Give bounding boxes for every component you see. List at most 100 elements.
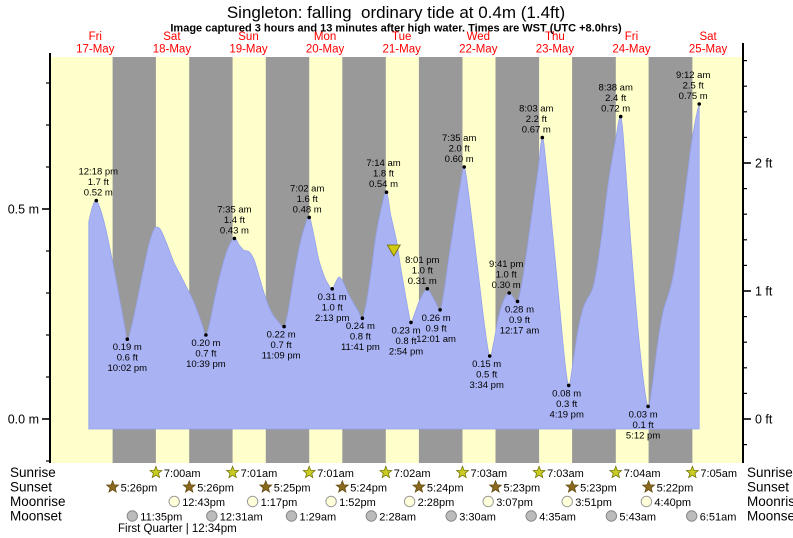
tide-event-label: 0.23 m — [391, 325, 420, 336]
day-label: Fri — [625, 31, 638, 43]
moonset-icon — [686, 510, 698, 522]
day-date-label: 22-May — [459, 44, 498, 56]
sunrise-time: 7:04am — [624, 468, 661, 480]
sunrise-time: 7:00am — [164, 468, 201, 480]
sunset-time: 5:24pm — [350, 483, 387, 495]
sunrise-time: 7:01am — [241, 468, 278, 480]
almanac-row-label-left: Sunset — [10, 480, 52, 495]
tide-event-dot — [507, 291, 512, 295]
tide-event-label: 0.5 ft — [476, 370, 497, 381]
tide-event-label: 11:41 pm — [341, 342, 380, 353]
moon-phase-label: First Quarter | 12:34pm — [118, 523, 237, 535]
tide-event-label: 2.4 ft — [605, 93, 626, 104]
day-date-label: 20-May — [306, 44, 345, 56]
tide-event-dot — [232, 236, 237, 241]
tide-event-label: 1.7 ft — [88, 177, 109, 188]
sunset-star-icon — [182, 479, 197, 493]
right-axis-label: 1 ft — [755, 285, 773, 299]
moonset-icon — [285, 510, 298, 522]
tide-event-dot — [425, 287, 430, 291]
tide-event-label: 0.15 m — [472, 359, 501, 370]
tide-event-label: 0.75 m — [679, 91, 708, 102]
moonrise-time: 2:28pm — [418, 497, 455, 509]
tide-event-label: 8:01 pm — [405, 255, 439, 266]
sunset-star-icon — [488, 479, 503, 493]
tide-event-label: 12:01 am — [416, 334, 456, 345]
sunrise-star-icon — [302, 465, 317, 479]
tide-event-label: 0.9 ft — [509, 315, 530, 326]
tide-event-label: 2.2 ft — [526, 114, 547, 125]
moonrise-icon — [246, 495, 259, 508]
day-label: Mon — [314, 31, 336, 43]
tide-event-label: 1.4 ft — [224, 215, 245, 226]
tide-event-label: 0.48 m — [293, 204, 322, 215]
moonrise-icon — [325, 495, 337, 508]
tide-event-label: 2.0 ft — [449, 144, 470, 155]
tide-event-dot — [204, 333, 208, 337]
tide-event-label: 9:12 am — [676, 70, 710, 81]
tide-event-label: 0.9 ft — [426, 323, 447, 334]
tide-event-dot — [438, 308, 442, 312]
sunrise-time: 7:01am — [317, 468, 354, 480]
day-label: Sat — [163, 31, 181, 43]
tide-event-label: 7:14 am — [366, 158, 400, 169]
sunset-star-icon — [411, 479, 426, 493]
tide-event-label: 0.3 ft — [556, 399, 577, 410]
tide-event-label: 9:41 pm — [489, 259, 523, 270]
almanac-row-label-right: Sunset — [747, 480, 789, 495]
moonrise-time: 12:43pm — [182, 497, 225, 509]
tide-event-label: 0.7 ft — [195, 349, 216, 360]
tide-event-label: 2:13 pm — [315, 313, 349, 324]
tide-event-label: 0.19 m — [113, 342, 142, 353]
tide-event-dot — [409, 320, 413, 325]
tide-event-label: 2:54 pm — [389, 346, 423, 357]
chart-title: Singleton: falling ordinary tide at 0.4m… — [227, 3, 565, 22]
tide-event-label: 10:02 pm — [107, 363, 147, 374]
tide-event-dot — [618, 114, 623, 119]
tide-event-label: 0.31 m — [408, 276, 437, 287]
tide-curve — [88, 103, 700, 430]
day-date-label: 24-May — [612, 44, 651, 56]
tide-event-label: 0.43 m — [220, 225, 249, 236]
tide-event-label: 8:03 am — [519, 104, 553, 115]
tide-event-label: 0.20 m — [191, 338, 220, 349]
tide-event-dot — [330, 287, 335, 291]
sunrise-star-icon — [608, 465, 623, 479]
moonset-time: 6:51am — [700, 512, 737, 524]
tide-event-dot — [307, 215, 312, 220]
tide-event-label: 10:39 pm — [186, 359, 226, 370]
sunset-star-icon — [105, 479, 120, 493]
right-axis-label: 0 ft — [755, 413, 773, 427]
sunrise-star-icon — [378, 465, 393, 479]
tide-event-label: 0.72 m — [601, 104, 630, 115]
tide-event-label: 0.7 ft — [271, 340, 292, 351]
sunset-star-icon — [565, 479, 580, 493]
sunset-star-icon — [258, 479, 273, 493]
sunrise-time: 7:05am — [700, 468, 737, 480]
tide-event-label: 0.08 m — [552, 388, 581, 399]
day-label: Sat — [699, 31, 717, 43]
current-time-marker-icon — [386, 244, 402, 257]
tide-event-label: 7:35 am — [217, 204, 251, 215]
tide-event-label: 0.30 m — [492, 280, 521, 291]
tide-event-dot — [384, 190, 389, 194]
moonrise-icon — [403, 495, 416, 508]
sunset-star-icon — [641, 479, 656, 493]
day-label: Fri — [89, 31, 102, 43]
tide-event-dot — [697, 102, 701, 106]
tide-event-dot — [566, 383, 571, 388]
day-date-label: 18-May — [153, 44, 192, 56]
sunrise-star-icon — [532, 465, 547, 479]
day-date-label: 25-May — [689, 44, 728, 56]
right-axis-label: 2 ft — [755, 157, 773, 171]
day-date-label: 21-May — [383, 44, 422, 56]
tide-event-label: 0.22 m — [267, 330, 296, 341]
tide-event-label: 0.6 ft — [117, 353, 138, 364]
tide-event-label: 5:12 pm — [626, 430, 660, 441]
tide-event-dot — [487, 354, 492, 358]
moonrise-time: 1:52pm — [339, 497, 376, 509]
day-date-label: 23-May — [536, 44, 575, 56]
moonset-icon — [365, 510, 377, 522]
moonset-time: 2:28am — [379, 512, 416, 524]
